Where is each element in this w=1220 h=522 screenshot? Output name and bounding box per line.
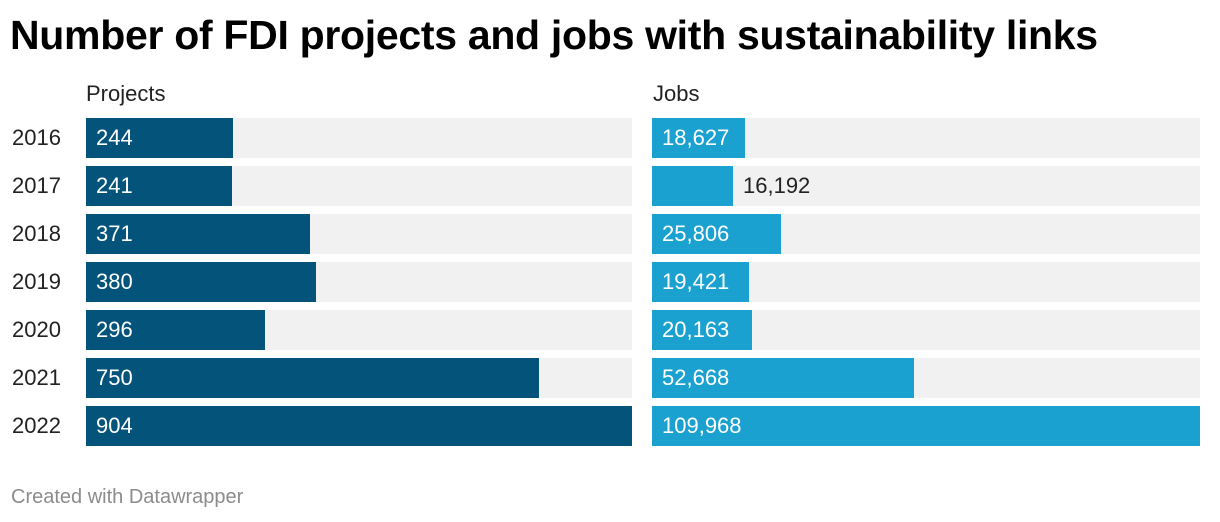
year-label-2019: 2019 (12, 269, 61, 294)
projects-value-label-2017: 241 (96, 173, 133, 198)
jobs-track-2020: 20,163 (652, 310, 1200, 350)
jobs-bar-2019 (652, 262, 749, 302)
projects-value-label-2018: 371 (96, 221, 133, 246)
jobs-bar-2018 (652, 214, 781, 254)
projects-value-label-2016: 244 (96, 125, 133, 150)
jobs-bar-2020 (652, 310, 752, 350)
datawrapper-credit: Created with Datawrapper (11, 486, 244, 508)
projects-track-2020: 296 (86, 310, 632, 350)
year-label-2022: 2022 (12, 413, 61, 438)
jobs-value-label-2020: 20,163 (662, 317, 730, 342)
projects-bar-2019 (86, 262, 316, 302)
jobs-track-2022: 109,968 (652, 406, 1200, 446)
jobs-track-2019: 19,421 (652, 262, 1200, 302)
jobs-track-2018: 25,806 (652, 214, 1200, 254)
jobs-track-2017: 16,192 (652, 166, 1200, 206)
year-label-2017: 2017 (12, 173, 61, 198)
projects-track-2022: 904 (86, 406, 632, 446)
projects-bar-2016 (86, 118, 233, 158)
chart-title: Number of FDI projects and jobs with sus… (10, 12, 1098, 58)
projects-track-2017: 241 (86, 166, 632, 206)
jobs-bar-2016 (652, 118, 745, 158)
projects-value-label-2022: 904 (96, 413, 133, 438)
year-label-2020: 2020 (12, 317, 61, 342)
jobs-value-label-2017: 16,192 (743, 173, 811, 198)
projects-track-2019: 380 (86, 262, 632, 302)
jobs-value-label-2021: 52,668 (662, 365, 730, 390)
projects-track-2018: 371 (86, 214, 632, 254)
year-label-2021: 2021 (12, 365, 61, 390)
jobs-bar-2017 (652, 166, 733, 206)
jobs-value-label-2022: 109,968 (662, 413, 742, 438)
projects-bar-2020 (86, 310, 265, 350)
year-label-2018: 2018 (12, 221, 61, 246)
projects-panel-label: Projects (86, 81, 166, 106)
jobs-value-label-2016: 18,627 (662, 125, 730, 150)
jobs-bar-2022 (652, 406, 1200, 446)
jobs-track-2021: 52,668 (652, 358, 1200, 398)
projects-bar-2022 (86, 406, 632, 446)
jobs-value-label-2018: 25,806 (662, 221, 730, 246)
projects-value-label-2019: 380 (96, 269, 133, 294)
projects-bar-2018 (86, 214, 310, 254)
projects-value-label-2020: 296 (96, 317, 133, 342)
jobs-bar-2021 (652, 358, 914, 398)
projects-value-label-2021: 750 (96, 365, 133, 390)
projects-track-2016: 244 (86, 118, 632, 158)
projects-track-2021: 750 (86, 358, 632, 398)
jobs-panel-label: Jobs (653, 81, 700, 106)
projects-bar-2021 (86, 358, 539, 398)
projects-bar-2017 (86, 166, 232, 206)
jobs-value-label-2019: 19,421 (662, 269, 730, 294)
jobs-track-2016: 18,627 (652, 118, 1200, 158)
year-label-2016: 2016 (12, 125, 61, 150)
